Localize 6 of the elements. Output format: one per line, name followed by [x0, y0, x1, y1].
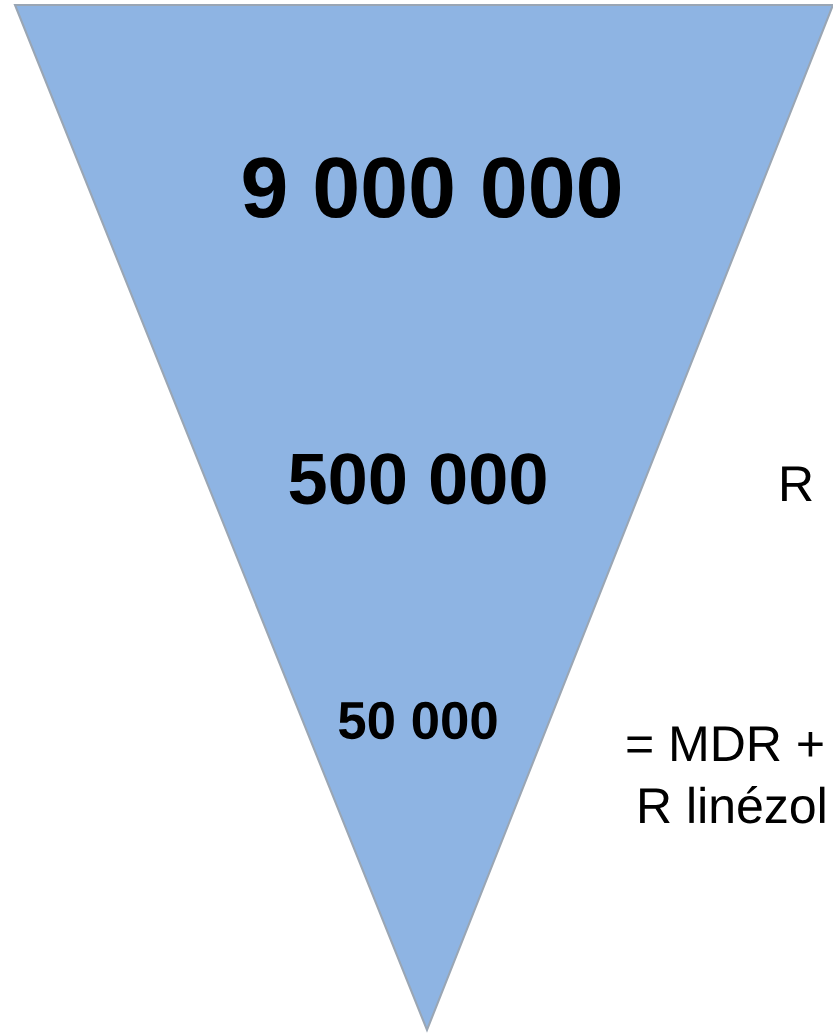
data-label: 9 000 000 [243, 157, 621, 219]
text: = MDR + [627, 726, 823, 761]
text: R [782, 466, 812, 501]
text: R linézol [640, 786, 825, 824]
data-label: 500 000 [289, 453, 546, 505]
data-label: 50 000 [338, 701, 497, 740]
